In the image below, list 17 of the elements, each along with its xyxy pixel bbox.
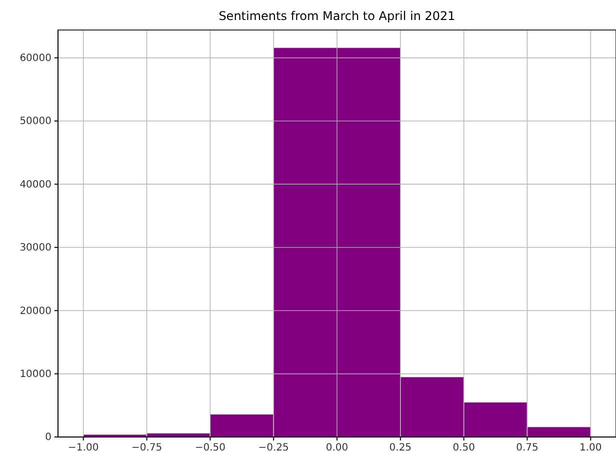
y-tick-label: 10000: [20, 369, 52, 380]
x-tick-label: 0.75: [516, 442, 538, 454]
y-tick-label: 0: [45, 432, 52, 444]
x-tick-label: −0.50: [194, 442, 226, 454]
x-tick-label: 0.50: [452, 442, 475, 454]
x-tick-label: −1.00: [68, 442, 99, 454]
x-tick-label: −0.75: [131, 442, 162, 454]
y-tick-label: 30000: [20, 242, 52, 254]
y-tick-label: 50000: [20, 116, 52, 128]
x-tick-label: 0.25: [389, 442, 412, 454]
x-tick-label: 0.00: [326, 442, 348, 454]
y-tick-label: 60000: [20, 53, 52, 64]
y-tick-label: 40000: [20, 179, 52, 190]
y-tick-label: 20000: [20, 306, 52, 317]
x-tick-label: −0.25: [258, 442, 289, 454]
x-tick-label: 1.00: [580, 442, 602, 454]
chart-title: Sentiments from March to April in 2021: [218, 9, 456, 23]
